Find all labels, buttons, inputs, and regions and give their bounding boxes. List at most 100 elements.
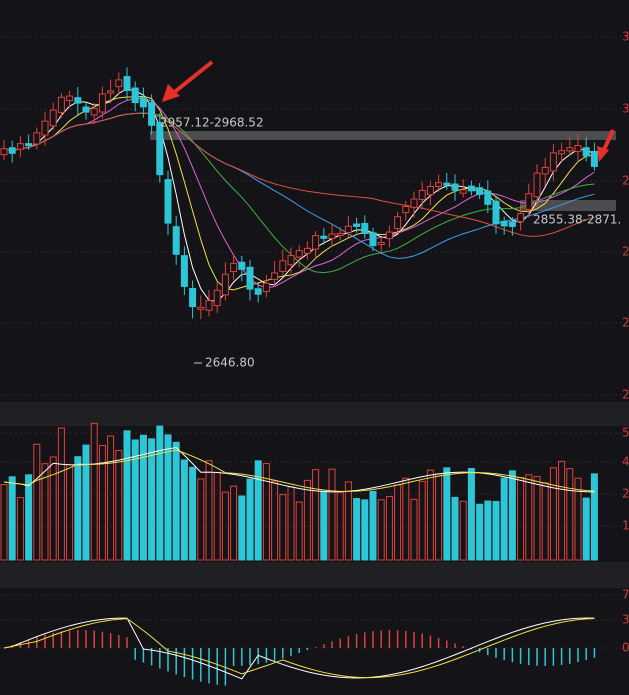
candle — [213, 289, 221, 307]
candle — [328, 233, 336, 239]
volume-bar — [262, 463, 270, 561]
candle — [566, 147, 574, 152]
axis-label: 3 — [622, 102, 629, 116]
volume-bar — [476, 503, 484, 561]
candle — [107, 90, 115, 94]
candle — [16, 143, 24, 150]
volume-bar — [508, 470, 516, 561]
grid: 3 3 2 2 2 2 5 4 2 1 7 3 0 — [0, 30, 629, 655]
candle — [369, 232, 377, 247]
volume-bar — [459, 500, 467, 561]
candle — [287, 255, 295, 266]
candle — [500, 220, 508, 227]
candle — [139, 97, 147, 108]
candle — [467, 185, 475, 192]
axis-label: 2 — [622, 388, 629, 402]
candle — [426, 185, 434, 196]
candle — [541, 166, 549, 175]
volume-bar — [49, 456, 57, 561]
axis-label: 1 — [622, 519, 629, 533]
candle — [25, 143, 33, 147]
candle — [459, 189, 467, 194]
candle — [90, 108, 98, 116]
candle — [131, 87, 139, 104]
candle — [156, 121, 164, 176]
volume-bar — [533, 476, 541, 561]
volume-bar — [492, 501, 500, 561]
candle — [180, 255, 188, 287]
volume-ma — [3, 446, 595, 493]
volume-bar — [558, 460, 566, 561]
candle — [271, 272, 279, 280]
separator — [0, 562, 629, 588]
volume-bar — [221, 491, 229, 561]
volume-bar — [385, 496, 393, 561]
candle — [74, 97, 82, 104]
candle — [344, 225, 352, 233]
volume-bar — [312, 469, 320, 561]
volume-bar — [410, 498, 418, 561]
axis-label: 5 — [622, 426, 629, 440]
axis-label: 2 — [622, 245, 629, 259]
arrow-head — [597, 146, 609, 162]
candle — [435, 182, 443, 187]
candle — [279, 260, 287, 272]
volume-bar — [238, 495, 246, 561]
candle — [582, 147, 590, 157]
volume-bar — [484, 500, 492, 561]
volume-bar — [82, 444, 90, 561]
volume-bar — [279, 494, 287, 561]
arrow — [170, 60, 214, 96]
volume-bar — [426, 469, 434, 561]
volume-bar — [164, 434, 172, 561]
candle — [82, 106, 90, 113]
volume-bar — [525, 474, 533, 561]
candle — [0, 148, 8, 156]
volume-bar — [74, 456, 82, 561]
candle — [558, 150, 566, 155]
candle — [549, 152, 557, 172]
candle — [230, 262, 238, 273]
candle — [148, 102, 156, 126]
volume-bar — [418, 480, 426, 561]
candle — [33, 132, 41, 145]
candles — [0, 67, 598, 320]
candle — [361, 222, 369, 234]
volume-bar — [131, 439, 139, 561]
candle — [377, 241, 385, 245]
volume-bar — [41, 463, 49, 561]
volume-bar — [377, 499, 385, 561]
candle — [246, 266, 254, 290]
volume-bar — [205, 460, 213, 561]
volume-bar — [172, 441, 180, 561]
candle — [254, 288, 262, 295]
candle — [492, 200, 500, 225]
volume-ma — [3, 449, 595, 492]
candle — [164, 179, 172, 224]
volume-bar — [107, 435, 115, 561]
volume-bar — [16, 497, 24, 561]
volume-bar — [402, 477, 410, 561]
volume-bar — [180, 459, 188, 561]
axis-label: 4 — [622, 455, 629, 469]
candle — [590, 150, 598, 167]
candle — [98, 93, 106, 113]
volume-bar — [344, 481, 352, 561]
volume-bar — [33, 443, 41, 561]
volume-bar — [139, 434, 147, 561]
arrow-head — [162, 84, 180, 102]
candle — [402, 206, 410, 214]
resistance-band — [150, 131, 616, 140]
candle — [238, 261, 246, 270]
candle — [41, 120, 49, 136]
candle — [303, 247, 311, 254]
volume-bar — [8, 476, 16, 561]
candle — [189, 288, 197, 308]
arrow — [601, 129, 615, 153]
candle — [525, 193, 533, 211]
candle — [533, 172, 541, 198]
candle — [49, 109, 57, 127]
candle — [205, 300, 213, 311]
volume-bar — [303, 479, 311, 561]
